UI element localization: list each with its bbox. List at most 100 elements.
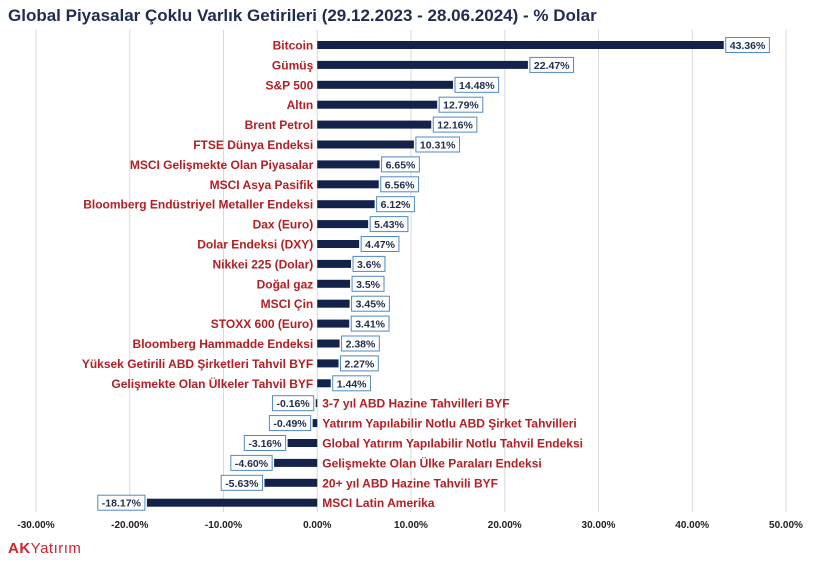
bar [274,458,318,467]
x-axis-ticks: -30.00% -20.00% -10.00% 0.00% 10.00% 20.00% 30… [17,520,803,531]
bar [317,180,379,189]
x-tick-label: 30.00% [582,520,616,531]
x-tick-label: 10.00% [394,520,428,531]
gridlines [35,30,787,512]
value-label-box [454,76,500,93]
x-tick-label: 50.00% [769,520,803,531]
category-label: Dolar Endeksi (DXY) [197,238,313,252]
category-label: STOXX 600 (Euro) [211,317,313,331]
category-label: Yatırım Yapılabilir Notlu ABD Şirket Tah… [322,417,577,431]
value-label-box [268,415,312,432]
category-label: Yüksek Getirili ABD Şirketleri Tahvil BY… [82,357,313,371]
bar [264,478,318,487]
value-label-box [271,395,315,412]
category-label: Dax (Euro) [253,218,314,232]
bar [317,319,350,328]
value-label-box [351,275,385,292]
brand-logo: AKYatırım [8,540,81,557]
bar [317,41,724,49]
bars [146,41,724,507]
value-label: 4.47% [365,239,395,251]
bar [317,220,369,229]
value-label: 6.65% [386,159,416,171]
x-tick-label: -30.00% [17,520,54,531]
bar [317,379,331,388]
category-label: Bloomberg Hammadde Endeksi [133,337,314,351]
category-label: S&P 500 [265,78,313,92]
value-label-box [369,216,409,233]
category-label: MSCI Gelişmekte Olan Piyasalar [130,158,314,172]
value-label-box [351,295,390,312]
chart-title: Global Piyasalar Çoklu Varlık Getirileri… [8,6,597,25]
bar [315,399,318,408]
value-label-box [376,196,415,213]
bar [317,80,453,89]
category-label: Brent Petrol [245,118,314,132]
bar [317,160,380,169]
value-label: -0.49% [273,418,307,430]
brand-yatirim: Yatırım [30,540,82,557]
value-label-box [380,176,420,193]
value-label-box [350,315,390,332]
bar [312,419,318,428]
category-label: Global Yatırım Yapılabilir Notlu Tahvil … [322,437,583,451]
value-label: -4.60% [235,458,269,470]
value-label: 3.5% [356,279,381,291]
value-label: 14.48% [459,80,495,92]
bar [317,259,351,268]
value-label: -5.63% [225,478,259,490]
category-label: FTSE Dünya Endeksi [193,138,313,152]
value-label-box [332,375,372,392]
bar [317,240,360,248]
value-label-box [432,116,478,133]
value-label: 6.56% [385,179,415,191]
category-label: Gelişmekte Olan Ülkeler Tahvil BYF [111,376,313,391]
value-label: -3.16% [248,438,282,450]
value-label-box [438,96,484,113]
x-tick-label: 0.00% [303,520,331,531]
category-label: 3-7 yıl ABD Hazine Tahvilleri BYF [322,397,509,411]
value-label: 5.43% [374,219,404,231]
bar [317,359,339,368]
value-label: 1.44% [337,378,367,390]
category-label: Bitcoin [273,39,314,53]
bar [317,140,414,149]
value-label: 43.36% [730,40,766,52]
value-labels: 43.36% 22.47% 14.48% 12.79% 12.16% 10.31% 6.65… [97,37,770,511]
value-label-box [725,37,770,53]
value-label: 22.47% [534,60,570,72]
category-label: Gelişmekte Olan Ülke Paraları Endeksi [322,455,541,470]
value-label-box [341,335,380,352]
category-label: MSCI Latin Amerika [322,496,435,510]
bar [317,120,432,129]
bar [317,60,528,69]
category-label: Gümüş [272,58,314,72]
brand-ak: AK [8,540,31,557]
bar [317,100,438,109]
bar [317,299,350,308]
x-tick-label: 40.00% [675,520,709,531]
bar [317,200,375,209]
x-tick-label: -20.00% [111,520,148,531]
value-label: 3.41% [355,319,385,331]
value-label-box [230,454,273,471]
value-label: -18.17% [102,498,142,510]
value-label: 3.6% [357,259,382,271]
bar [287,439,318,447]
value-label-box [352,255,386,272]
bar [317,279,351,288]
category-label: MSCI Çin [261,297,314,311]
value-label-box [381,156,420,173]
value-label-box [340,355,379,372]
value-label-box [360,236,400,252]
category-label: Doğal gaz [257,277,314,291]
value-label: 3.45% [356,299,386,311]
value-label: 10.31% [420,140,456,152]
x-tick-label: 20.00% [488,520,522,531]
value-label-box [529,56,575,73]
value-label-box [243,435,287,451]
bar [146,498,318,507]
category-label: Bloomberg Endüstriyel Metaller Endeksi [83,198,313,212]
value-label: 12.79% [443,100,479,112]
